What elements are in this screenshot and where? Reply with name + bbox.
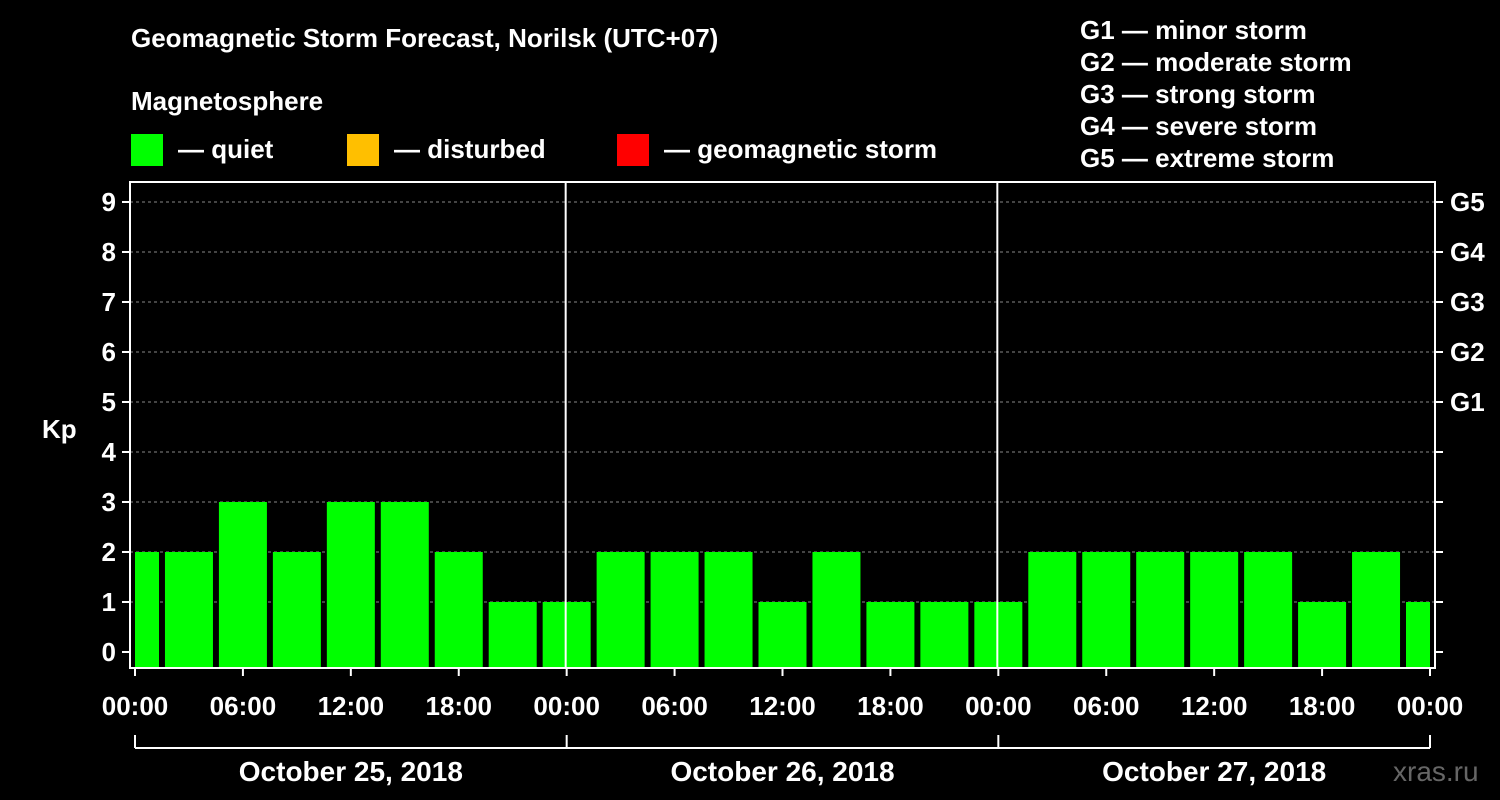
bar-1 <box>164 552 213 668</box>
y-tick-label-9: 9 <box>102 187 116 217</box>
day-label-0: October 25, 2018 <box>239 756 463 787</box>
plot-frame <box>129 181 1436 669</box>
bar-23 <box>1352 552 1401 668</box>
legend-label-disturbed: — disturbed <box>394 134 546 164</box>
y-tick-label-0: 0 <box>102 637 116 667</box>
x-tick-label-7: 18:00 <box>857 691 924 721</box>
y-tick-label-7: 7 <box>102 287 116 317</box>
bar-21 <box>1244 552 1293 668</box>
y-tick-label-3: 3 <box>102 487 116 517</box>
chart-title: Geomagnetic Storm Forecast, Norilsk (UTC… <box>131 23 719 53</box>
legend-swatch-storm <box>617 134 649 166</box>
day-label-2: October 27, 2018 <box>1102 756 1326 787</box>
x-tick-label-8: 00:00 <box>965 691 1032 721</box>
bar-24 <box>1406 602 1430 668</box>
bar-22 <box>1298 602 1347 668</box>
bar-2 <box>218 502 267 668</box>
legend-label-quiet: — quiet <box>178 134 274 164</box>
x-tick-label-3: 18:00 <box>426 691 493 721</box>
x-tick-label-12: 00:00 <box>1397 691 1464 721</box>
y-tick-label-1: 1 <box>102 587 116 617</box>
day-label-1: October 26, 2018 <box>670 756 894 787</box>
x-tick-label-1: 06:00 <box>210 691 277 721</box>
bar-4 <box>326 502 375 668</box>
g-scale-label-g3: G3 <box>1450 287 1485 317</box>
bar-7 <box>488 602 537 668</box>
legend-swatch-disturbed <box>347 134 379 166</box>
g-scale-label-g5: G5 <box>1450 187 1485 217</box>
y-tick-label-4: 4 <box>102 437 117 467</box>
bar-3 <box>272 552 321 668</box>
x-tick-label-0: 00:00 <box>102 691 169 721</box>
scale-item-g2: G2 — moderate storm <box>1080 47 1352 77</box>
bar-10 <box>650 552 699 668</box>
bar-14 <box>866 602 915 668</box>
bar-0 <box>135 552 159 668</box>
x-tick-label-5: 06:00 <box>641 691 708 721</box>
bar-15 <box>920 602 969 668</box>
bar-20 <box>1190 552 1239 668</box>
y-tick-label-5: 5 <box>102 387 116 417</box>
x-tick-label-10: 12:00 <box>1181 691 1248 721</box>
g-scale-label-g2: G2 <box>1450 337 1485 367</box>
legend-label-storm: — geomagnetic storm <box>664 134 938 164</box>
bar-12 <box>758 602 807 668</box>
bar-17 <box>1028 552 1077 668</box>
y-tick-label-2: 2 <box>102 537 116 567</box>
scale-item-g5: G5 — extreme storm <box>1080 143 1335 173</box>
legend-swatch-quiet <box>131 134 163 166</box>
bar-11 <box>704 552 753 668</box>
x-tick-label-9: 06:00 <box>1073 691 1140 721</box>
bar-6 <box>434 552 483 668</box>
bar-19 <box>1136 552 1185 668</box>
g-scale-label-g4: G4 <box>1450 237 1485 267</box>
x-tick-label-2: 12:00 <box>318 691 385 721</box>
x-tick-label-6: 12:00 <box>749 691 816 721</box>
bar-5 <box>380 502 429 668</box>
bar-13 <box>812 552 861 668</box>
y-tick-label-8: 8 <box>102 237 116 267</box>
g-scale-label-g1: G1 <box>1450 387 1485 417</box>
x-tick-label-11: 18:00 <box>1289 691 1356 721</box>
watermark: xras.ru <box>1393 756 1479 787</box>
scale-item-g1: G1 — minor storm <box>1080 15 1307 45</box>
chart-subtitle: Magnetosphere <box>131 86 324 116</box>
bar-9 <box>596 552 645 668</box>
y-tick-label-6: 6 <box>102 337 116 367</box>
scale-item-g4: G4 — severe storm <box>1080 111 1318 141</box>
scale-item-g3: G3 — strong storm <box>1080 79 1316 109</box>
x-tick-label-4: 00:00 <box>533 691 600 721</box>
bar-18 <box>1082 552 1131 668</box>
y-axis-label: Kp <box>42 414 77 444</box>
